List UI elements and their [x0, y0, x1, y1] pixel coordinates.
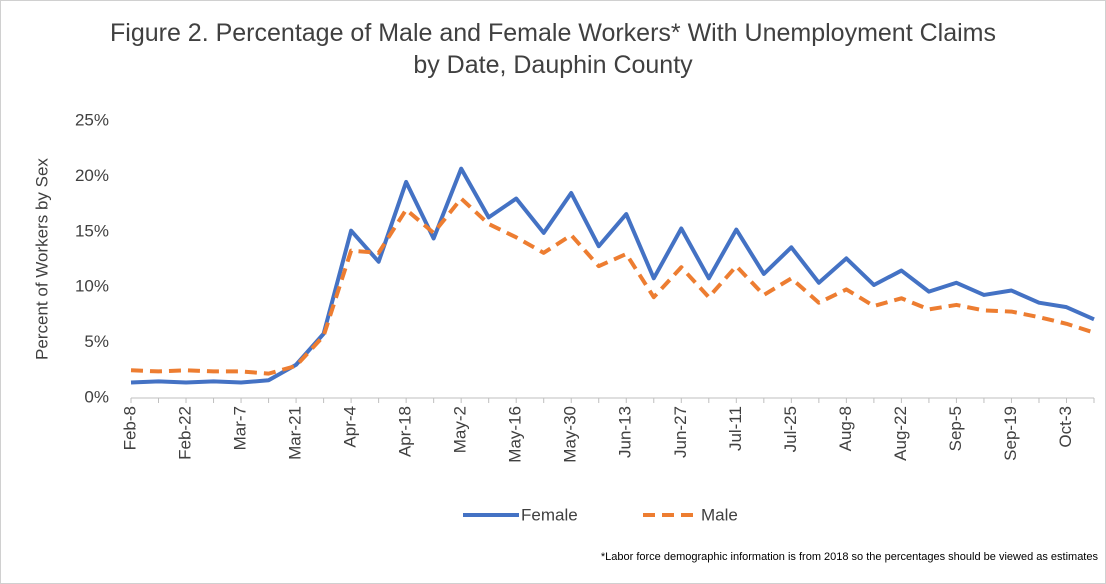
y-tick-label: 0%	[84, 387, 109, 406]
footnote: *Labor force demographic information is …	[601, 551, 1099, 563]
x-tick-label: Aug-22	[891, 406, 910, 461]
legend-label: Male	[701, 505, 738, 524]
x-tick-label: Sep-19	[1001, 406, 1020, 461]
y-tick-label: 15%	[75, 221, 109, 240]
x-tick-label: Aug-8	[836, 406, 855, 451]
x-tick-label: Jul-11	[726, 406, 745, 451]
x-tick-label: Sep-5	[946, 406, 965, 451]
y-tick-label: 5%	[84, 332, 109, 351]
x-tick-label: Mar-21	[286, 406, 305, 460]
x-tick-label: May-16	[506, 406, 525, 463]
x-tick-label: Jul-25	[781, 406, 800, 452]
legend-label: Female	[521, 505, 578, 524]
x-tick-label: Feb-8	[120, 406, 139, 450]
series-line	[130, 196, 1095, 376]
x-tick-label: Feb-22	[176, 406, 195, 460]
y-axis-label: Percent of Workers by Sex	[32, 158, 51, 360]
x-tick-label: Jun-13	[616, 406, 635, 458]
chart-title: Figure 2. Percentage of Male and Female …	[110, 19, 996, 79]
y-tick-label: 10%	[75, 277, 109, 296]
x-tick-label: Jun-27	[671, 406, 690, 458]
x-tick-label: Oct-3	[1056, 406, 1075, 448]
y-tick-label: 25%	[75, 110, 109, 129]
series-line	[130, 166, 1095, 385]
x-tick-label: Mar-7	[231, 406, 250, 450]
x-tick-label: May-2	[451, 406, 470, 453]
x-tick-label: Apr-4	[341, 406, 360, 448]
y-tick-label: 20%	[75, 166, 109, 185]
x-tick-label: Apr-18	[396, 406, 415, 457]
x-tick-label: May-30	[561, 406, 580, 463]
